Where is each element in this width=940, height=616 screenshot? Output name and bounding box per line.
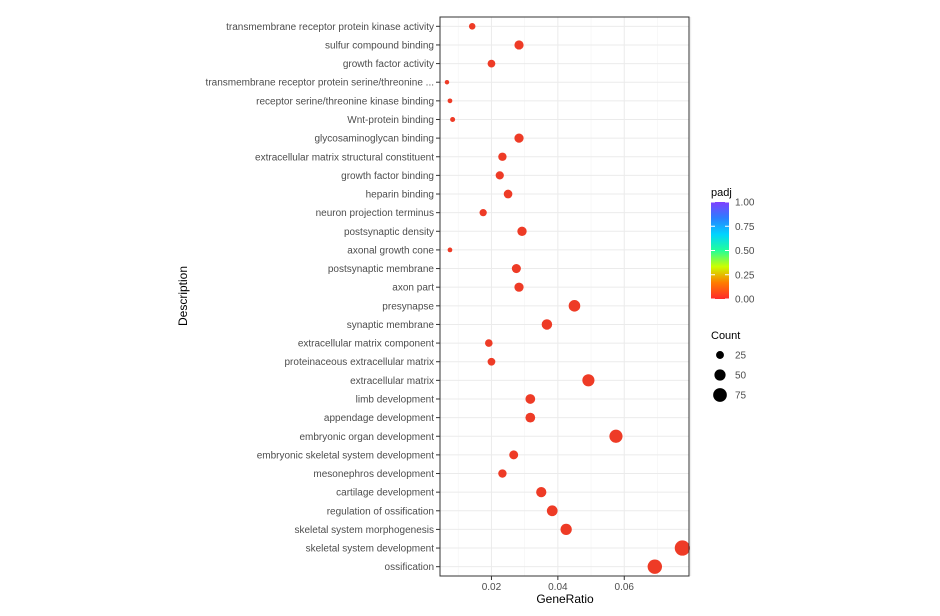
data-point: [560, 523, 572, 536]
data-point: [495, 171, 504, 180]
data-point: [479, 209, 487, 217]
color-legend-label: 1.00: [735, 198, 755, 209]
data-point: [487, 357, 496, 366]
data-point: [514, 40, 524, 50]
size-legend-key: [714, 369, 726, 381]
y-tick-label: transmembrane receptor protein serine/th…: [206, 78, 434, 89]
data-point: [514, 133, 524, 143]
data-point: [447, 98, 453, 104]
y-tick-label: embryonic organ development: [299, 432, 434, 443]
data-point: [525, 412, 536, 423]
x-axis: 0.02 0.04 0.06: [482, 576, 635, 593]
color-legend: padj 1.00 0.75 0.50 0.25 0.00: [711, 187, 755, 306]
data-point: [525, 394, 536, 404]
y-tick-label: Wnt-protein binding: [347, 115, 434, 126]
grid-lines: [440, 17, 692, 576]
y-axis-title: Description: [176, 266, 190, 326]
size-legend-title: Count: [711, 330, 740, 342]
y-tick-label: ossification: [385, 562, 434, 573]
data-point: [609, 429, 623, 443]
y-tick-label: axonal growth cone: [347, 245, 434, 256]
y-tick-label: postsynaptic density: [344, 227, 434, 238]
data-point: [517, 226, 527, 236]
y-tick-label: heparin binding: [366, 190, 434, 201]
y-tick-label: sulfur compound binding: [325, 40, 434, 51]
y-tick-label: extracellular matrix structural constitu…: [255, 152, 434, 163]
data-points: [444, 23, 690, 574]
data-point: [487, 59, 496, 68]
y-tick-label: skeletal system development: [306, 544, 435, 555]
plot-border: [439, 16, 690, 577]
y-tick-label: postsynaptic membrane: [328, 264, 435, 275]
y-tick-label: presynapse: [382, 301, 434, 312]
x-axis-title: GeneRatio: [536, 592, 594, 606]
y-tick-label: mesonephros development: [313, 469, 434, 480]
data-point: [509, 450, 519, 460]
data-point: [546, 505, 558, 517]
size-legend-key: [713, 388, 727, 402]
color-legend-label: 0.50: [735, 246, 755, 257]
color-legend-bar: [711, 202, 729, 299]
y-tick-label: growth factor binding: [341, 171, 434, 182]
data-point: [511, 264, 521, 274]
y-tick-label: embryonic skeletal system development: [257, 450, 435, 461]
x-tick-label: 0.02: [482, 582, 502, 593]
color-legend-title: padj: [711, 187, 732, 199]
size-legend-label: 50: [735, 371, 747, 382]
y-tick-label: skeletal system morphogenesis: [294, 525, 434, 536]
y-axis: transmembrane receptor protein kinase ac…: [206, 22, 440, 573]
x-tick-label: 0.06: [615, 582, 635, 593]
data-point: [503, 189, 513, 199]
y-tick-label: neuron projection terminus: [316, 208, 434, 219]
size-legend-label: 75: [735, 391, 747, 402]
data-point: [582, 374, 595, 387]
y-tick-label: glycosaminoglycan binding: [314, 134, 434, 145]
data-point: [485, 339, 493, 347]
data-point: [450, 116, 456, 122]
data-point: [568, 300, 581, 312]
data-point: [447, 247, 453, 253]
y-tick-label: extracellular matrix: [350, 376, 434, 387]
size-legend: Count 25 50 75: [711, 330, 747, 402]
data-point: [444, 79, 450, 85]
data-point: [536, 487, 547, 498]
y-tick-label: receptor serine/threonine kinase binding: [256, 96, 434, 107]
data-point: [541, 319, 553, 330]
y-tick-label: synaptic membrane: [347, 320, 435, 331]
data-point: [498, 469, 507, 478]
data-point: [514, 282, 524, 292]
data-point: [647, 559, 663, 574]
data-point: [468, 23, 476, 30]
color-legend-label: 0.25: [735, 270, 755, 281]
size-legend-key: [716, 351, 724, 359]
x-tick-label: 0.04: [548, 582, 568, 593]
color-legend-label: 0.00: [735, 295, 755, 306]
y-tick-label: extracellular matrix component: [298, 339, 434, 350]
y-tick-label: limb development: [356, 394, 435, 405]
y-tick-label: appendage development: [324, 413, 434, 424]
data-point: [498, 152, 507, 161]
data-point: [674, 540, 690, 556]
plot-panel: [440, 17, 689, 576]
y-tick-label: growth factor activity: [343, 59, 434, 70]
y-tick-label: axon part: [392, 283, 434, 294]
color-legend-label: 0.75: [735, 222, 755, 233]
size-legend-label: 25: [735, 351, 747, 362]
y-tick-label: cartilage development: [336, 488, 434, 499]
y-tick-label: regulation of ossification: [327, 506, 434, 517]
y-tick-label: proteinaceous extracellular matrix: [284, 357, 434, 368]
y-tick-label: transmembrane receptor protein kinase ac…: [226, 22, 434, 33]
